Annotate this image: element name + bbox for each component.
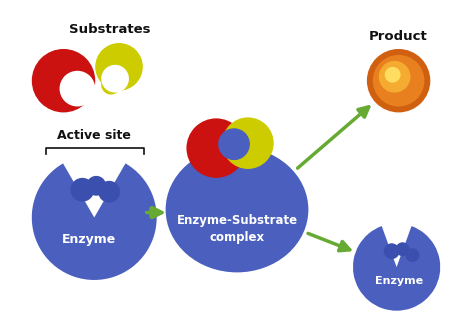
Wedge shape — [32, 164, 157, 280]
Circle shape — [218, 128, 250, 160]
Circle shape — [101, 65, 129, 93]
Text: Enzyme: Enzyme — [62, 233, 117, 246]
Circle shape — [98, 181, 120, 203]
Circle shape — [95, 43, 143, 90]
Circle shape — [86, 176, 106, 196]
Circle shape — [221, 134, 247, 160]
Circle shape — [406, 248, 419, 262]
Wedge shape — [353, 226, 440, 311]
Text: Substrates: Substrates — [70, 23, 151, 36]
Ellipse shape — [165, 147, 309, 272]
Circle shape — [101, 75, 121, 95]
Circle shape — [222, 118, 273, 169]
Circle shape — [71, 178, 94, 202]
Circle shape — [367, 49, 430, 112]
Text: Active site: Active site — [57, 129, 131, 142]
Circle shape — [385, 67, 401, 83]
Circle shape — [384, 243, 400, 259]
Circle shape — [186, 118, 246, 178]
Circle shape — [60, 71, 95, 107]
Circle shape — [396, 242, 410, 256]
Circle shape — [373, 55, 424, 107]
Text: Enzyme-Substrate
complex: Enzyme-Substrate complex — [176, 214, 298, 244]
Circle shape — [379, 61, 410, 93]
Text: Enzyme: Enzyme — [374, 276, 423, 286]
Text: Product: Product — [369, 30, 428, 43]
Circle shape — [32, 49, 95, 112]
